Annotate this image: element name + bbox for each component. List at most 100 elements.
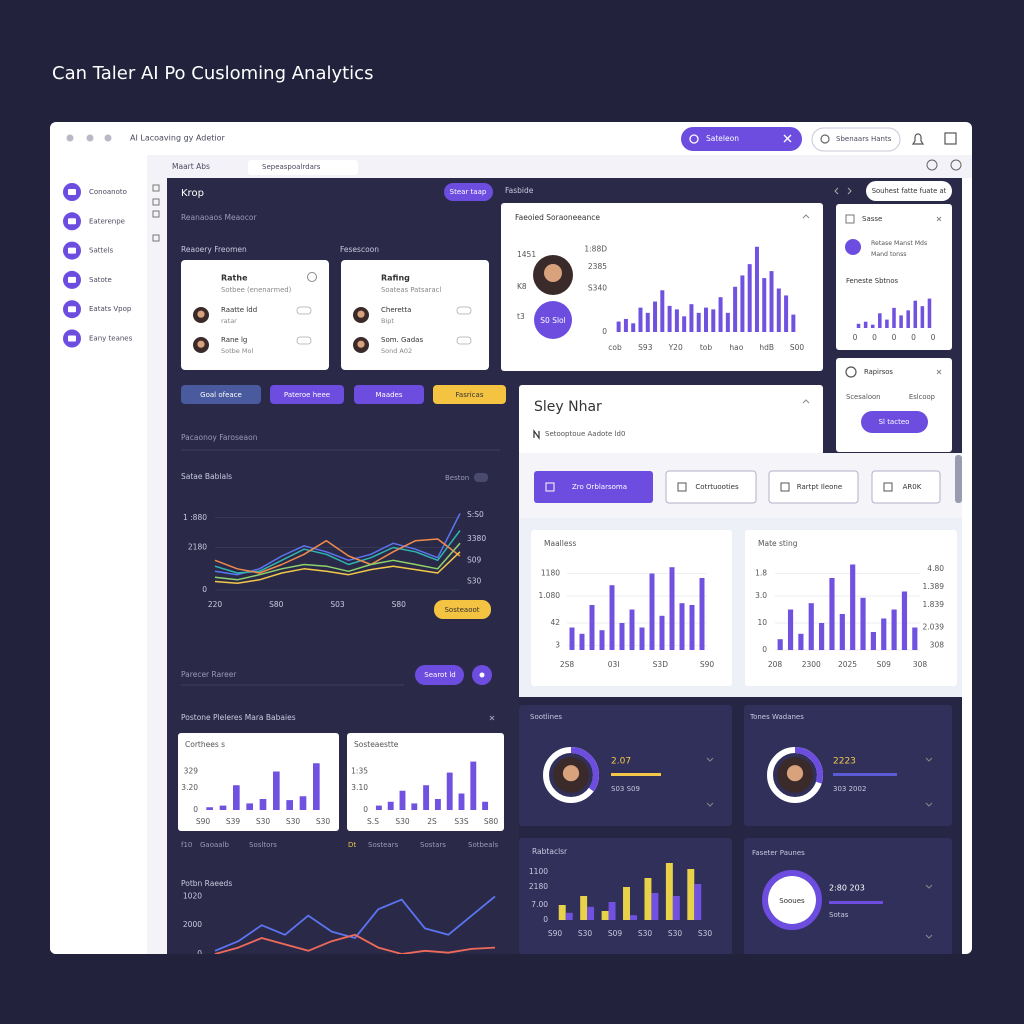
label: Postone Pleleres Mara Babaies — [181, 713, 296, 722]
y-tick-label: 2000 — [183, 920, 202, 929]
nav-item[interactable]: Eany teanes — [89, 335, 133, 343]
bar — [609, 585, 615, 650]
bar — [787, 609, 794, 650]
avatar-face — [357, 340, 365, 348]
x-tick-label: S00 — [790, 343, 805, 352]
button-label[interactable]: Souhest fatte fuate at — [872, 187, 947, 195]
button-label[interactable]: Rartpt Ileone — [797, 483, 842, 491]
y-tick-label: 1180 — [541, 569, 560, 578]
bar — [219, 805, 227, 810]
card-toggle[interactable] — [307, 272, 317, 282]
row-icon — [456, 306, 472, 315]
button-label[interactable]: Zro Orblarsoma — [572, 483, 627, 491]
action-button[interactable] — [534, 471, 653, 503]
bar — [679, 603, 685, 650]
y-tick-label: 1:88D — [584, 244, 607, 253]
close-icon[interactable] — [936, 369, 942, 375]
x-tick-label: Y20 — [668, 343, 683, 352]
search-icon — [820, 134, 830, 144]
bar — [791, 314, 796, 332]
tab[interactable] — [248, 160, 358, 175]
label: Sateleon — [706, 134, 739, 143]
chevron[interactable] — [925, 757, 933, 807]
bar — [565, 912, 573, 920]
label: Sotbee (enenarmed) — [221, 286, 292, 294]
close-icon[interactable] — [936, 216, 942, 222]
button-label[interactable]: Pateroe heee — [284, 391, 330, 399]
chart-title: Corthees s — [185, 740, 225, 749]
line-series — [214, 551, 461, 584]
bar — [689, 304, 694, 332]
button[interactable] — [433, 385, 506, 404]
bar — [696, 312, 701, 332]
button-label[interactable]: AR0K — [903, 483, 922, 491]
button-label[interactable]: Maades — [375, 391, 402, 399]
search-box[interactable] — [811, 127, 901, 152]
action-button[interactable] — [665, 470, 757, 504]
ring-arc — [570, 747, 599, 792]
nav-item[interactable]: Satote — [89, 276, 112, 284]
x-tick-label: 2S — [427, 817, 437, 826]
bell-icon[interactable] — [911, 133, 925, 145]
chevron[interactable] — [925, 884, 933, 939]
label: Reaoery Freomen — [181, 245, 247, 254]
chevron[interactable] — [802, 214, 810, 219]
nav-item[interactable]: Conoanoto — [89, 188, 127, 196]
action-button[interactable] — [871, 470, 941, 504]
badge-text: S0 Slol — [540, 316, 565, 325]
chevron[interactable] — [706, 757, 714, 807]
dark-card — [519, 705, 732, 826]
y-tick-label: 0 — [762, 645, 767, 654]
label: Rafing — [381, 274, 410, 283]
x-tick-label: S09 — [608, 929, 623, 938]
button-label[interactable]: Sl tacteo — [879, 418, 910, 426]
page-title: Can Taler AI Po Cusloming Analytics — [52, 63, 373, 84]
button[interactable] — [415, 665, 464, 685]
button-label[interactable]: Fasricas — [456, 391, 484, 399]
button-label[interactable]: Sosteaoot — [444, 606, 479, 614]
app-name: AI Lacoaving gy Adetior — [130, 134, 226, 143]
button-label[interactable]: Cotrtuooties — [695, 483, 739, 491]
label: Som. Gadas — [381, 336, 423, 344]
bar — [623, 887, 630, 920]
nav-item[interactable]: Sattels — [89, 247, 113, 255]
close-icon[interactable] — [489, 715, 495, 721]
pill-button[interactable] — [866, 181, 952, 201]
nav-glyph — [68, 189, 76, 195]
y-tick-label: 0 — [193, 805, 198, 814]
x-tick-label: 2S8 — [560, 660, 575, 669]
side-label: t3 — [517, 312, 525, 321]
x-tick-label: S80 — [392, 600, 407, 609]
button[interactable] — [270, 385, 344, 404]
nav-arrows[interactable] — [834, 187, 852, 195]
y-tick-label: 0 — [363, 805, 368, 814]
button[interactable] — [861, 411, 928, 433]
action-button[interactable] — [768, 470, 859, 504]
button-label[interactable]: Goal ofeace — [200, 391, 242, 399]
bar — [482, 801, 489, 810]
avatar-face — [786, 765, 804, 782]
button[interactable] — [181, 385, 261, 404]
bar — [819, 623, 825, 650]
button-label[interactable]: Searot ld — [424, 671, 455, 679]
button[interactable] — [354, 385, 424, 404]
button-label[interactable]: Stear taap — [450, 188, 487, 196]
x-tick-label: 220 — [208, 600, 223, 609]
tool-icon — [152, 198, 160, 206]
avatar-face — [197, 340, 205, 348]
button[interactable] — [434, 600, 491, 619]
nav-item[interactable]: Eaterenpe — [89, 217, 125, 225]
menu-icon[interactable] — [944, 132, 957, 145]
footer-label: Sostars — [420, 841, 446, 849]
search-pill[interactable] — [681, 127, 802, 151]
window-dot — [66, 134, 74, 142]
bar — [644, 878, 652, 920]
close-icon[interactable] — [783, 134, 792, 143]
nav-item[interactable]: Eatats Vpop — [89, 305, 132, 313]
bar — [920, 306, 925, 328]
chevron[interactable] — [802, 399, 810, 404]
button[interactable] — [444, 183, 493, 201]
bar — [608, 902, 616, 920]
side-label: 1451 — [517, 250, 536, 259]
x-tick-label: S30 — [395, 817, 410, 826]
